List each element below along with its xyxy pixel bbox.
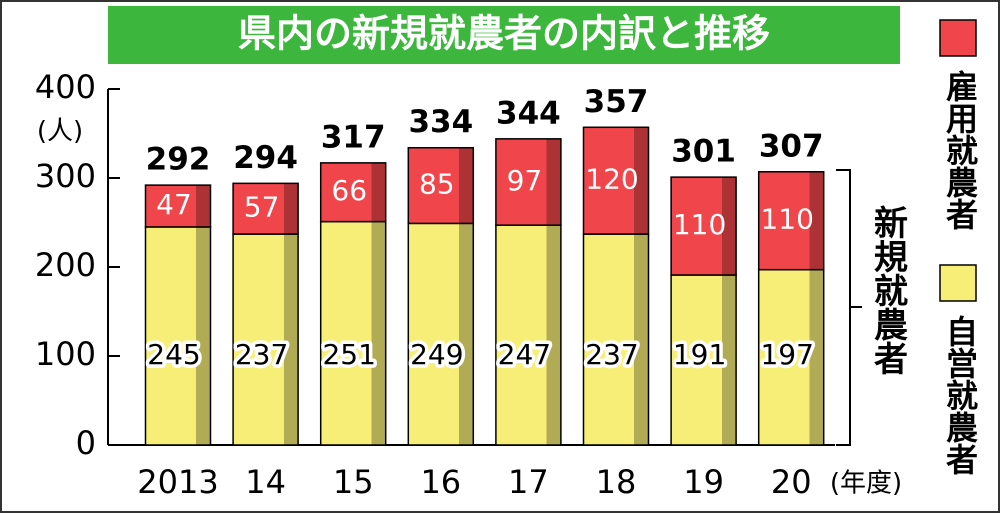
value-label: 251 bbox=[322, 338, 375, 371]
title-banner bbox=[108, 6, 900, 64]
total-label: 292 bbox=[146, 142, 211, 178]
x-unit: (年度) bbox=[830, 469, 902, 499]
bar-segment bbox=[144, 226, 212, 446]
y-unit: (人) bbox=[37, 117, 83, 147]
legend-label: 自営就農者 bbox=[941, 315, 979, 475]
chart-title: 県内の新規就農者の内訳と推移 bbox=[238, 12, 770, 56]
y-tick-label: 200 bbox=[35, 246, 96, 284]
total-label: 317 bbox=[321, 119, 386, 155]
y-tick-label: 0 bbox=[76, 424, 96, 462]
bar-segment bbox=[232, 182, 299, 235]
value-label: 66 bbox=[331, 174, 367, 207]
x-tick-label: 19 bbox=[683, 463, 724, 501]
value-label: 120 bbox=[585, 163, 638, 196]
value-label: 237 bbox=[585, 338, 638, 371]
bar-segment bbox=[319, 162, 387, 223]
bracket bbox=[836, 169, 862, 446]
total-label: 357 bbox=[584, 84, 649, 120]
value-label: 197 bbox=[760, 338, 813, 371]
x-tick-label: 16 bbox=[420, 463, 461, 501]
y-tick-label: 100 bbox=[35, 335, 96, 373]
legend-swatch bbox=[939, 19, 977, 57]
total-label: 334 bbox=[408, 104, 473, 140]
y-tick-label: 400 bbox=[35, 68, 96, 106]
value-label: 245 bbox=[147, 338, 200, 371]
y-tick-label: 300 bbox=[35, 157, 96, 195]
x-tick-label: 20 bbox=[771, 463, 812, 501]
total-label: 294 bbox=[233, 140, 298, 176]
x-tick-label: 14 bbox=[245, 463, 286, 501]
value-label: 191 bbox=[673, 338, 726, 371]
legend-label: 雇用就農者 bbox=[941, 69, 979, 230]
value-label: 249 bbox=[410, 338, 463, 371]
value-label: 237 bbox=[235, 338, 288, 371]
total-label: 307 bbox=[759, 128, 824, 164]
x-tick-label: 17 bbox=[508, 463, 549, 501]
legend-swatch bbox=[939, 264, 977, 302]
bar-segment bbox=[670, 274, 737, 446]
total-label: 344 bbox=[496, 95, 561, 131]
bar-segment bbox=[582, 126, 650, 235]
bracket-label: 新規就農者 bbox=[868, 205, 908, 375]
value-label: 110 bbox=[673, 208, 726, 241]
value-label: 47 bbox=[156, 188, 192, 221]
bar-segment bbox=[319, 220, 387, 446]
bar-segment bbox=[144, 184, 212, 228]
bar-segment bbox=[495, 138, 562, 226]
x-tick-label: 18 bbox=[596, 463, 637, 501]
x-tick-label: 2013 bbox=[137, 463, 218, 501]
total-label: 301 bbox=[671, 134, 736, 170]
value-label: 110 bbox=[760, 203, 813, 236]
x-tick-label: 15 bbox=[333, 463, 374, 501]
bar-segment bbox=[582, 233, 650, 446]
bar-segment bbox=[407, 146, 475, 225]
bar-segment bbox=[495, 224, 562, 446]
bar-segment bbox=[757, 268, 825, 446]
bar-segment bbox=[407, 222, 475, 446]
value-label: 57 bbox=[244, 191, 280, 224]
value-label: 247 bbox=[498, 338, 551, 371]
value-label: 85 bbox=[419, 168, 455, 201]
value-label: 97 bbox=[507, 164, 543, 197]
bar-segment bbox=[670, 176, 737, 276]
bar-segment bbox=[757, 171, 825, 271]
